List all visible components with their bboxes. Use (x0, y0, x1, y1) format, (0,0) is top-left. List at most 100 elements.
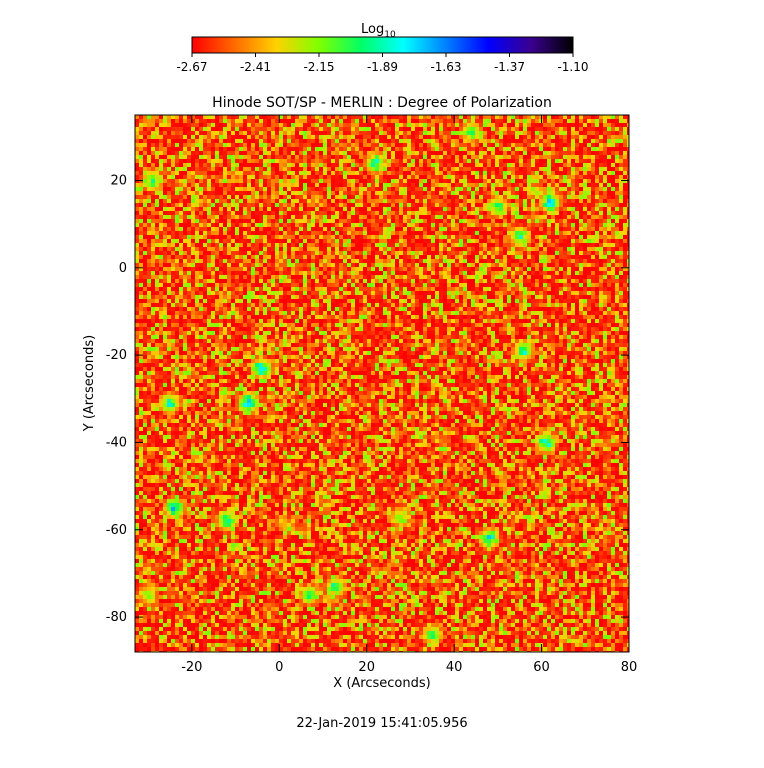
heatmap-cell (519, 115, 523, 119)
heatmap-cell (135, 199, 139, 203)
heatmap-cell (551, 251, 555, 255)
heatmap-cell (471, 139, 475, 143)
heatmap-cell (231, 167, 235, 171)
heatmap-cell (559, 239, 563, 243)
heatmap-cell (215, 231, 219, 235)
heatmap-cell (603, 179, 607, 183)
heatmap-cell (327, 155, 331, 159)
heatmap-cell (307, 243, 311, 247)
heatmap-cell (275, 259, 279, 263)
heatmap-cell (275, 175, 279, 179)
heatmap-cell (619, 187, 623, 191)
heatmap-cell (463, 127, 467, 131)
heatmap-cell (431, 183, 435, 187)
heatmap-cell (259, 155, 263, 159)
heatmap-cell (419, 251, 423, 255)
heatmap-cell (551, 135, 555, 139)
heatmap-cell (583, 151, 587, 155)
heatmap-cell (407, 215, 411, 219)
heatmap-cell (359, 147, 363, 151)
heatmap-cell (547, 191, 551, 195)
heatmap-cell (263, 251, 267, 255)
heatmap-cell (543, 175, 547, 179)
heatmap-cell (495, 131, 499, 135)
heatmap-cell (455, 251, 459, 255)
heatmap-cell (591, 159, 595, 163)
heatmap-cell (391, 139, 395, 143)
heatmap-cell (311, 215, 315, 219)
heatmap-cell (175, 179, 179, 183)
heatmap-cell (215, 203, 219, 207)
heatmap-cell (199, 155, 203, 159)
heatmap-cell (327, 267, 331, 271)
heatmap-cell (315, 119, 319, 123)
heatmap-cell (471, 259, 475, 263)
heatmap-cell (383, 119, 387, 123)
heatmap-cell (547, 243, 551, 247)
heatmap-cell (611, 211, 615, 215)
heatmap-cell (587, 115, 591, 119)
heatmap-cell (203, 235, 207, 239)
heatmap-cell (203, 131, 207, 135)
heatmap-cell (343, 167, 347, 171)
heatmap-cell (587, 163, 591, 167)
heatmap-cell (155, 171, 159, 175)
heatmap-cell (599, 159, 603, 163)
heatmap-cell (219, 231, 223, 235)
heatmap-cell (335, 179, 339, 183)
heatmap-cell (359, 243, 363, 247)
heatmap-cell (607, 135, 611, 139)
heatmap-cell (431, 251, 435, 255)
heatmap-cell (559, 263, 563, 267)
heatmap-cell (259, 163, 263, 167)
heatmap-cell (423, 187, 427, 191)
heatmap-cell (191, 219, 195, 223)
heatmap-cell (503, 231, 507, 235)
heatmap-cell (331, 159, 335, 163)
heatmap-cell (543, 171, 547, 175)
heatmap-cell (271, 223, 275, 227)
heatmap-cell (483, 215, 487, 219)
heatmap-cell (571, 243, 575, 247)
heatmap-cell (507, 127, 511, 131)
heatmap-cell (227, 127, 231, 131)
heatmap-cell (519, 171, 523, 175)
heatmap-cell (515, 235, 519, 239)
heatmap-cell (415, 203, 419, 207)
heatmap-cell (371, 255, 375, 259)
heatmap-cell (335, 147, 339, 151)
heatmap-cell (571, 187, 575, 191)
heatmap-cell (379, 199, 383, 203)
heatmap-cell (491, 207, 495, 211)
heatmap-cell (219, 251, 223, 255)
heatmap-cell (319, 271, 323, 275)
heatmap-cell (547, 151, 551, 155)
heatmap-cell (583, 211, 587, 215)
heatmap-cell (543, 227, 547, 231)
heatmap-cell (615, 227, 619, 231)
heatmap-cell (523, 211, 527, 215)
heatmap-cell (583, 267, 587, 271)
heatmap-cell (171, 163, 175, 167)
heatmap-cell (551, 267, 555, 271)
heatmap-cell (603, 247, 607, 251)
heatmap-cell (227, 143, 231, 147)
heatmap-cell (135, 235, 139, 239)
heatmap-cell (227, 123, 231, 127)
heatmap-cell (255, 167, 259, 171)
heatmap-cell (435, 175, 439, 179)
heatmap-cell (423, 147, 427, 151)
heatmap-cell (515, 127, 519, 131)
heatmap-cell (383, 183, 387, 187)
heatmap-cell (183, 151, 187, 155)
heatmap-cell (327, 199, 331, 203)
heatmap-cell (483, 183, 487, 187)
heatmap-cell (491, 243, 495, 247)
heatmap-cell (411, 127, 415, 131)
heatmap-cell (547, 231, 551, 235)
heatmap-cell (183, 187, 187, 191)
heatmap-cell (599, 143, 603, 147)
heatmap-cell (195, 203, 199, 207)
heatmap-cell (531, 199, 535, 203)
heatmap-cell (175, 215, 179, 219)
